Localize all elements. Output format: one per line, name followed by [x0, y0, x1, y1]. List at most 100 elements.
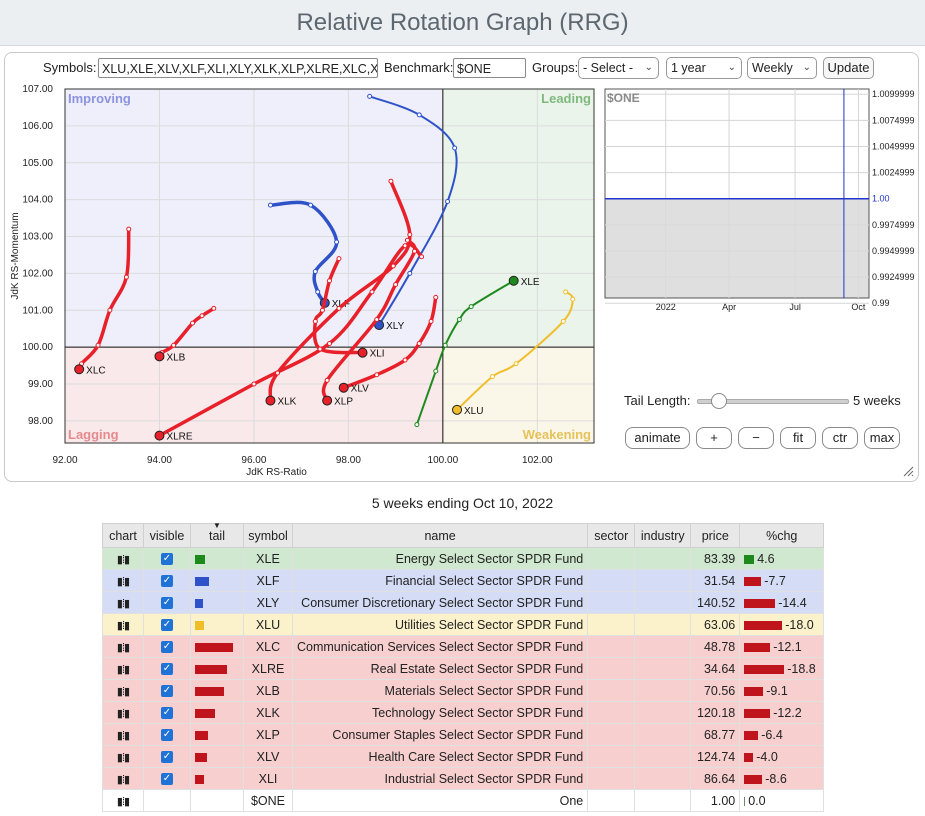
- chart-cell[interactable]: ▮⁞▮: [102, 679, 144, 702]
- visible-cell[interactable]: ✓: [143, 723, 191, 746]
- sector-cell: [587, 569, 636, 592]
- visible-checkbox[interactable]: ✓: [161, 729, 173, 742]
- chart-icon[interactable]: ▮⁞▮: [116, 707, 130, 720]
- visible-cell[interactable]: ✓: [143, 613, 191, 636]
- table-row[interactable]: ▮⁞▮ ✓ XLV Health Care Select Sector SPDR Fu…: [102, 745, 825, 768]
- bench-x-tick-label: Jul: [789, 302, 801, 312]
- col-chart[interactable]: chart: [102, 523, 144, 548]
- col-pct-change[interactable]: %chg: [739, 523, 825, 548]
- col-sector[interactable]: sector: [587, 523, 636, 548]
- chart-cell[interactable]: ▮⁞▮: [102, 723, 144, 746]
- industry-cell: [634, 591, 692, 614]
- visible-checkbox[interactable]: ✓: [161, 553, 173, 566]
- visible-checkbox[interactable]: ✓: [161, 685, 173, 698]
- benchmark-input[interactable]: $ONE: [453, 58, 526, 78]
- y-axis-title: JdK RS-Momentum: [10, 212, 21, 299]
- chart-icon[interactable]: ▮⁞▮: [116, 795, 130, 808]
- visible-checkbox[interactable]: ✓: [161, 663, 173, 676]
- sector-cell: [587, 613, 636, 636]
- x-tick-label: 100.00: [428, 455, 459, 466]
- visible-checkbox[interactable]: ✓: [161, 773, 173, 786]
- chart-cell[interactable]: ▮⁞▮: [102, 701, 144, 724]
- fit-button[interactable]: fit: [780, 427, 816, 449]
- chart-icon[interactable]: ▮⁞▮: [116, 575, 130, 588]
- tail-point-xlb: [171, 342, 177, 348]
- chart-icon[interactable]: ▮⁞▮: [116, 553, 130, 566]
- symbol-cell: XLP: [243, 723, 293, 746]
- zoom-out-button[interactable]: −: [738, 427, 774, 449]
- visible-cell[interactable]: ✓: [143, 547, 191, 570]
- table-row[interactable]: ▮⁞▮ ✓ XLB Materials Select Sector SPDR Fund…: [102, 679, 825, 702]
- visible-cell[interactable]: [143, 789, 191, 812]
- chart-icon[interactable]: ▮⁞▮: [116, 685, 130, 698]
- visible-checkbox[interactable]: ✓: [161, 641, 173, 654]
- resize-handle-icon[interactable]: [902, 465, 914, 477]
- table-row[interactable]: ▮⁞▮ ✓ XLI Industrial Select Sector SPDR Fun…: [102, 767, 825, 790]
- center-button[interactable]: ctr: [822, 427, 858, 449]
- chart-cell[interactable]: ▮⁞▮: [102, 789, 144, 812]
- visible-checkbox[interactable]: ✓: [161, 619, 173, 632]
- col-industry[interactable]: industry: [634, 523, 692, 548]
- max-button[interactable]: max: [864, 427, 900, 449]
- chart-icon[interactable]: ▮⁞▮: [116, 663, 130, 676]
- chart-cell[interactable]: ▮⁞▮: [102, 547, 144, 570]
- visible-cell[interactable]: ✓: [143, 591, 191, 614]
- visible-checkbox[interactable]: ✓: [161, 575, 173, 588]
- zoom-in-button[interactable]: +: [696, 427, 732, 449]
- visible-cell[interactable]: ✓: [143, 635, 191, 658]
- tail-point-xlc: [126, 226, 132, 232]
- visible-cell[interactable]: ✓: [143, 569, 191, 592]
- groups-select[interactable]: - Select - ⌄: [578, 57, 659, 79]
- frequency-select[interactable]: Weekly ⌄: [747, 57, 817, 79]
- update-button[interactable]: Update: [823, 57, 874, 79]
- table-row[interactable]: ▮⁞▮ ✓ XLC Communication Services Select Sec…: [102, 635, 825, 658]
- chart-cell[interactable]: ▮⁞▮: [102, 745, 144, 768]
- col-tail[interactable]: ▼ tail: [190, 521, 244, 548]
- visible-cell[interactable]: ✓: [143, 767, 191, 790]
- chart-cell[interactable]: ▮⁞▮: [102, 767, 144, 790]
- visible-cell[interactable]: ✓: [143, 657, 191, 680]
- x-tick-label: 96.00: [241, 455, 266, 466]
- name-cell: Financial Select Sector SPDR Fund: [291, 569, 589, 592]
- col-name[interactable]: name: [291, 523, 589, 548]
- chart-icon[interactable]: ▮⁞▮: [116, 751, 130, 764]
- pct-change-value: 0.0: [748, 793, 766, 808]
- period-select[interactable]: 1 year ⌄: [666, 57, 742, 79]
- table-row[interactable]: ▮⁞▮ ✓ XLF Financial Select Sector SPDR Fund…: [102, 569, 825, 592]
- tail-cell: [190, 767, 244, 790]
- visible-checkbox[interactable]: ✓: [161, 597, 173, 610]
- tail-length-handle[interactable]: [711, 393, 727, 409]
- table-row[interactable]: ▮⁞▮ ✓ XLU Utilities Select Sector SPDR Fund…: [102, 613, 825, 636]
- chart-icon[interactable]: ▮⁞▮: [116, 619, 130, 632]
- chart-cell[interactable]: ▮⁞▮: [102, 635, 144, 658]
- chart-icon[interactable]: ▮⁞▮: [116, 773, 130, 786]
- visible-checkbox[interactable]: ✓: [161, 751, 173, 764]
- table-row[interactable]: ▮⁞▮ ✓ XLY Consumer Discretionary Select Sec…: [102, 591, 825, 614]
- tail-length-slider[interactable]: [697, 399, 849, 404]
- table-row[interactable]: ▮⁞▮ ✓ XLRE Real Estate Select Sector SPDR F…: [102, 657, 825, 680]
- symbols-input[interactable]: XLU,XLE,XLV,XLF,XLI,XLY,XLK,XLP,XLRE,XLC…: [98, 58, 378, 78]
- table-row[interactable]: ▮⁞▮ ✓ XLE Energy Select Sector SPDR Fund 83.…: [102, 547, 825, 570]
- col-tail-label: tail: [209, 528, 225, 543]
- col-price[interactable]: price: [690, 523, 741, 548]
- chart-cell[interactable]: ▮⁞▮: [102, 569, 144, 592]
- chart-icon[interactable]: ▮⁞▮: [116, 597, 130, 610]
- chart-cell[interactable]: ▮⁞▮: [102, 613, 144, 636]
- animate-button[interactable]: animate: [625, 427, 690, 449]
- tail-point-xlk: [390, 263, 396, 269]
- chart-cell[interactable]: ▮⁞▮: [102, 657, 144, 680]
- table-row[interactable]: ▮⁞▮ ✓ XLK Technology Select Sector SPDR Fun…: [102, 701, 825, 724]
- visible-cell[interactable]: ✓: [143, 745, 191, 768]
- visible-checkbox[interactable]: ✓: [161, 707, 173, 720]
- col-symbol[interactable]: symbol: [243, 523, 293, 548]
- chart-cell[interactable]: ▮⁞▮: [102, 591, 144, 614]
- visible-cell[interactable]: ✓: [143, 701, 191, 724]
- chart-icon[interactable]: ▮⁞▮: [116, 729, 130, 742]
- tail-point-xle: [433, 368, 439, 374]
- name-cell: Energy Select Sector SPDR Fund: [291, 547, 589, 570]
- visible-cell[interactable]: ✓: [143, 679, 191, 702]
- chart-icon[interactable]: ▮⁞▮: [116, 641, 130, 654]
- table-row[interactable]: ▮⁞▮ $ONE One 1.00 0.0: [102, 789, 825, 812]
- table-row[interactable]: ▮⁞▮ ✓ XLP Consumer Staples Select Sector SP…: [102, 723, 825, 746]
- col-visible[interactable]: visible: [143, 523, 191, 548]
